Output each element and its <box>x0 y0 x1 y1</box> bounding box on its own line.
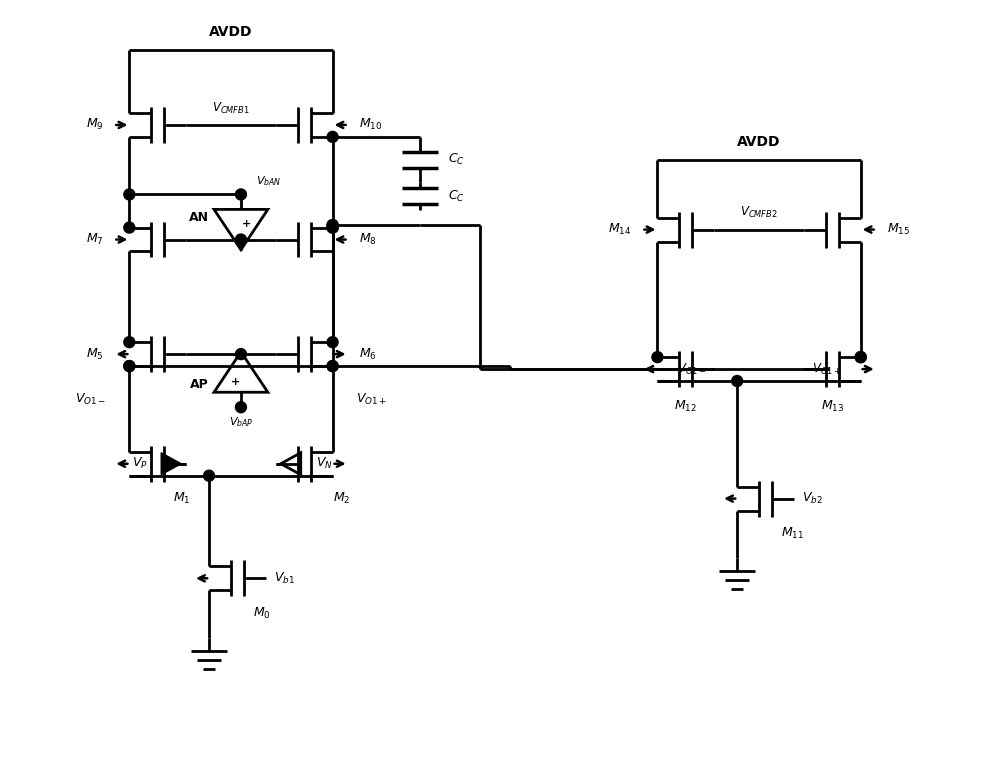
Circle shape <box>235 402 246 413</box>
Text: $M_{13}$: $M_{13}$ <box>821 400 844 414</box>
Text: $M_8$: $M_8$ <box>359 232 376 247</box>
Circle shape <box>204 471 215 481</box>
Text: $V_{b2}$: $V_{b2}$ <box>802 491 823 506</box>
Text: $V_{CMFB2}$: $V_{CMFB2}$ <box>740 205 778 220</box>
Text: $M_{14}$: $M_{14}$ <box>608 222 632 237</box>
Text: $M_{12}$: $M_{12}$ <box>674 400 697 414</box>
Text: $V_{CMFB1}$: $V_{CMFB1}$ <box>212 100 250 115</box>
Circle shape <box>124 189 135 200</box>
Text: $V_{O1+}$: $V_{O1+}$ <box>812 361 841 376</box>
Circle shape <box>327 337 338 347</box>
Text: $M_9$: $M_9$ <box>86 118 103 132</box>
Text: +: + <box>231 377 241 387</box>
Text: $M_{10}$: $M_{10}$ <box>359 118 382 132</box>
Circle shape <box>327 222 338 233</box>
Circle shape <box>327 132 338 143</box>
Text: AVDD: AVDD <box>209 25 253 39</box>
Circle shape <box>855 351 866 362</box>
Text: $M_{15}$: $M_{15}$ <box>887 222 910 237</box>
Text: $V_{bAP}$: $V_{bAP}$ <box>229 415 253 429</box>
Text: $M_1$: $M_1$ <box>173 491 191 506</box>
Text: $M_6$: $M_6$ <box>359 347 376 361</box>
Text: $V_{O1-}$: $V_{O1-}$ <box>75 391 106 407</box>
Text: $M_5$: $M_5$ <box>86 347 103 361</box>
Text: $V_{bAN}$: $V_{bAN}$ <box>256 174 281 189</box>
Circle shape <box>327 220 338 231</box>
Text: $M_7$: $M_7$ <box>86 232 103 247</box>
Text: $M_0$: $M_0$ <box>253 605 271 621</box>
Text: $M_{11}$: $M_{11}$ <box>781 526 804 541</box>
Text: AVDD: AVDD <box>737 135 781 149</box>
Text: +: + <box>242 219 252 228</box>
Circle shape <box>732 375 743 386</box>
Circle shape <box>327 220 338 231</box>
Circle shape <box>124 361 135 372</box>
Circle shape <box>124 361 135 372</box>
Circle shape <box>855 351 866 362</box>
Text: AN: AN <box>189 211 209 224</box>
Text: AP: AP <box>190 378 209 390</box>
Text: $V_N$: $V_N$ <box>316 456 333 471</box>
Circle shape <box>327 361 338 372</box>
Circle shape <box>235 189 246 200</box>
Circle shape <box>124 337 135 347</box>
Text: $V_{O1-}$: $V_{O1-}$ <box>677 361 706 376</box>
Circle shape <box>652 351 663 362</box>
Circle shape <box>235 234 246 245</box>
Circle shape <box>235 349 246 360</box>
Text: $C_C$: $C_C$ <box>448 189 465 204</box>
Text: $V_{b1}$: $V_{b1}$ <box>274 571 295 586</box>
Text: $V_P$: $V_P$ <box>132 456 148 471</box>
Text: $V_{O1+}$: $V_{O1+}$ <box>356 391 387 407</box>
Polygon shape <box>161 453 181 474</box>
Circle shape <box>327 361 338 372</box>
Text: $M_2$: $M_2$ <box>333 491 350 506</box>
Circle shape <box>124 222 135 233</box>
Circle shape <box>327 222 338 233</box>
Text: $C_C$: $C_C$ <box>448 152 465 167</box>
